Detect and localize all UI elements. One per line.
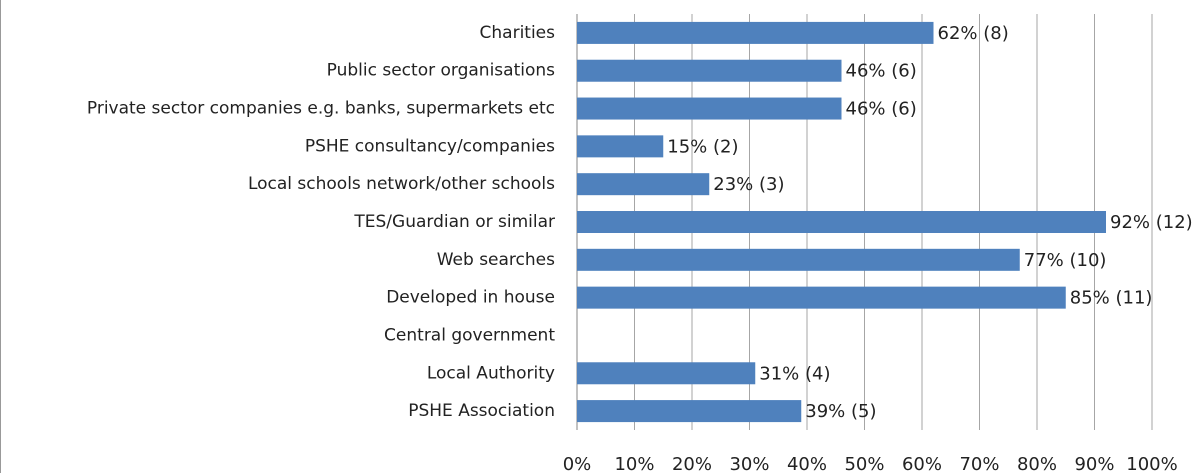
y-tick-label: Developed in house <box>386 288 555 308</box>
value-label: 92% (12) <box>1110 212 1193 233</box>
x-tick-label: 40% <box>787 454 827 473</box>
value-label: 15% (2) <box>667 136 738 157</box>
bar <box>577 400 802 423</box>
x-tick-label: 60% <box>902 454 942 473</box>
y-tick-label: Local schools network/other schools <box>248 174 555 194</box>
x-tick-label: 10% <box>614 454 654 473</box>
value-label: 31% (4) <box>759 363 830 384</box>
x-tick-label: 30% <box>729 454 769 473</box>
value-label: 23% (3) <box>713 174 784 195</box>
y-tick-label: PSHE consultancy/companies <box>305 136 555 156</box>
x-tick-label: 20% <box>672 454 712 473</box>
x-tick-label: 90% <box>1074 454 1114 473</box>
bar <box>577 173 710 196</box>
y-tick-label: Web searches <box>437 250 555 270</box>
bar <box>577 248 1020 271</box>
bar <box>577 21 934 44</box>
x-tick-label: 80% <box>1017 454 1057 473</box>
y-tick-label: TES/Guardian or similar <box>353 212 555 232</box>
x-tick-label: 50% <box>844 454 884 473</box>
bar <box>577 286 1066 309</box>
x-tick-label: 70% <box>959 454 999 473</box>
value-label: 77% (10) <box>1024 250 1107 271</box>
y-tick-label: Central government <box>384 325 555 345</box>
x-tick-label: 100% <box>1126 454 1177 473</box>
bar <box>577 135 664 158</box>
value-label: 39% (5) <box>805 401 876 422</box>
y-tick-label: Local Authority <box>427 363 555 383</box>
y-tick-label: PSHE Association <box>408 401 555 421</box>
x-tick-label: 0% <box>563 454 592 473</box>
value-label: 85% (11) <box>1070 288 1153 309</box>
bar <box>577 97 842 120</box>
y-tick-label: Private sector companies e.g. banks, sup… <box>87 99 555 119</box>
bar <box>577 362 756 385</box>
value-label: 46% (6) <box>846 99 917 120</box>
y-tick-label: Charities <box>480 23 556 43</box>
y-tick-label: Public sector organisations <box>327 61 555 81</box>
bar <box>577 59 842 82</box>
bar <box>577 211 1106 233</box>
value-label: 62% (8) <box>938 23 1009 44</box>
value-label: 46% (6) <box>846 61 917 82</box>
